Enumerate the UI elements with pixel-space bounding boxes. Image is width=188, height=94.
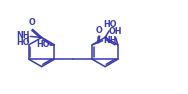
Text: HO: HO xyxy=(103,20,116,29)
Text: O: O xyxy=(29,18,36,27)
Text: NH: NH xyxy=(103,36,117,45)
Text: HO: HO xyxy=(36,40,50,49)
Text: O: O xyxy=(96,26,102,35)
Text: HO: HO xyxy=(16,38,30,47)
Text: OH: OH xyxy=(109,27,122,36)
Text: NH: NH xyxy=(17,31,30,40)
